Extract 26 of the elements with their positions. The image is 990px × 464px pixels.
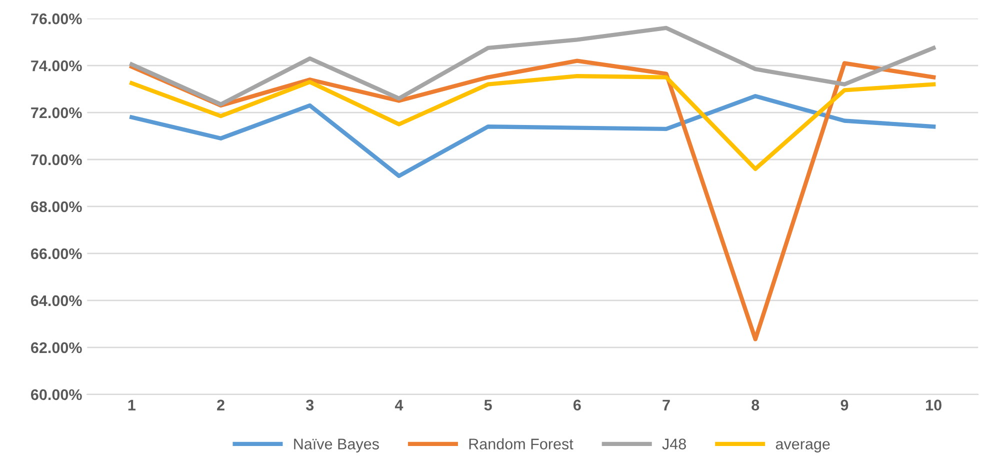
x-tick-label: 5 [484, 400, 492, 410]
x-tick-label: 3 [306, 400, 314, 411]
legend-label: Random Forest [469, 438, 574, 450]
x-tick-label: 6 [573, 400, 581, 410]
x-tick-label: 7 [662, 400, 670, 410]
x-tick-label: 4 [394, 400, 404, 410]
y-tick-label: 66.00% [31, 248, 82, 260]
line-series [130, 94, 936, 178]
legend-label: Naïve Bayes [294, 438, 379, 452]
legend-label: J48 [662, 438, 686, 450]
legend-label: average [776, 441, 830, 452]
y-tick-label: 72.00% [31, 107, 82, 118]
y-tick-label: 64.00% [31, 295, 82, 306]
y-tick-label: 68.00% [31, 201, 82, 212]
line-series [130, 74, 936, 171]
y-tick-label: 70.00% [31, 154, 82, 166]
line-series [130, 26, 936, 106]
y-tick-label: 62.00% [31, 342, 82, 354]
y-tick-label: 76.00% [31, 13, 82, 24]
x-tick-label: 9 [840, 400, 848, 410]
y-tick-label: 74.00% [31, 60, 82, 72]
x-tick-label: 2 [217, 400, 224, 410]
x-tick-label: 10 [926, 400, 942, 410]
x-tick-label: 1 [128, 400, 136, 410]
x-tick-label: 8 [752, 400, 760, 410]
y-tick-label: 60.00% [31, 389, 82, 400]
